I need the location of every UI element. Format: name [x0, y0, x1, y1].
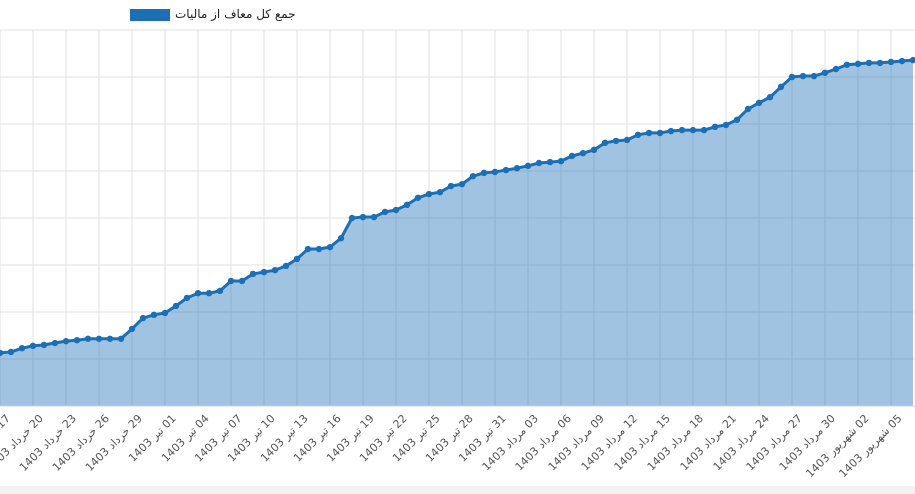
point [260, 268, 268, 276]
point [414, 194, 422, 201]
point [40, 341, 48, 349]
point [590, 146, 598, 154]
point [29, 342, 37, 350]
point [18, 344, 26, 352]
point [535, 159, 543, 167]
point [623, 136, 631, 144]
point [557, 157, 565, 165]
point [293, 255, 301, 263]
point [788, 73, 796, 81]
point [810, 72, 818, 80]
point [425, 190, 433, 198]
point [183, 294, 191, 302]
point [238, 277, 246, 285]
point [645, 129, 653, 137]
point [876, 59, 884, 67]
point [0, 349, 4, 357]
point [777, 83, 785, 91]
point [755, 99, 763, 107]
point [612, 137, 620, 145]
point [667, 127, 675, 135]
point [524, 162, 532, 170]
point [447, 182, 455, 190]
point [315, 245, 323, 253]
point [678, 126, 686, 134]
point [832, 65, 840, 73]
point [139, 314, 147, 322]
point [392, 206, 400, 214]
point [403, 201, 411, 209]
point [513, 164, 521, 172]
point [161, 309, 169, 317]
legend-label: جمع کل معاف از مالیات [175, 7, 296, 21]
point [546, 158, 554, 166]
point [887, 58, 895, 66]
area [0, 60, 913, 406]
point [172, 302, 180, 310]
point [194, 290, 202, 297]
point [95, 335, 103, 342]
point [348, 214, 356, 222]
point [766, 94, 774, 101]
point [381, 208, 389, 216]
point [700, 126, 708, 134]
point [249, 270, 257, 278]
point [205, 290, 213, 297]
point [843, 61, 851, 68]
point [854, 60, 862, 68]
footer-band [0, 486, 915, 494]
point [799, 72, 807, 80]
point [865, 59, 873, 67]
point [579, 149, 587, 157]
point [744, 105, 752, 113]
point [502, 166, 510, 174]
point [359, 213, 367, 221]
point [898, 57, 906, 65]
point [150, 311, 158, 319]
point [491, 168, 499, 176]
point [689, 126, 697, 134]
point [436, 188, 444, 196]
point [304, 245, 312, 253]
point [821, 69, 829, 76]
point [337, 235, 345, 242]
point [568, 152, 576, 160]
point [711, 123, 719, 131]
point [51, 339, 59, 347]
point [733, 116, 741, 123]
legend-swatch [130, 9, 170, 21]
point [271, 266, 279, 274]
point [480, 169, 488, 177]
point [73, 337, 81, 344]
point [282, 262, 290, 270]
point [722, 121, 730, 129]
point [634, 131, 642, 139]
point [106, 335, 114, 342]
point [7, 348, 15, 356]
point [458, 180, 466, 188]
point [656, 129, 664, 137]
point [216, 287, 224, 295]
point [128, 325, 136, 333]
point [117, 335, 125, 342]
point [909, 56, 915, 64]
point [601, 139, 609, 146]
point [326, 243, 334, 251]
point [84, 335, 92, 342]
point [227, 277, 235, 285]
point [370, 213, 378, 221]
point [62, 337, 70, 345]
point [469, 172, 477, 180]
